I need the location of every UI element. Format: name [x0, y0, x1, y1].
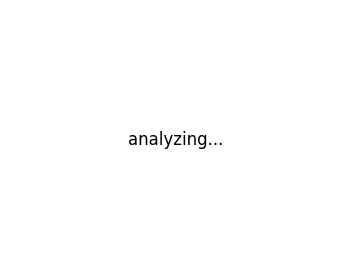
Text: analyzing...: analyzing... [128, 131, 224, 149]
